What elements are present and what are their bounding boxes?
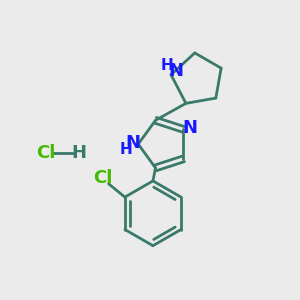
Text: Cl: Cl [36, 144, 55, 162]
Text: H: H [119, 142, 132, 158]
Text: H: H [160, 58, 173, 73]
Text: Cl: Cl [93, 169, 112, 187]
Text: H: H [72, 144, 87, 162]
Text: N: N [169, 62, 184, 80]
Text: N: N [125, 134, 140, 152]
Text: N: N [182, 119, 197, 137]
